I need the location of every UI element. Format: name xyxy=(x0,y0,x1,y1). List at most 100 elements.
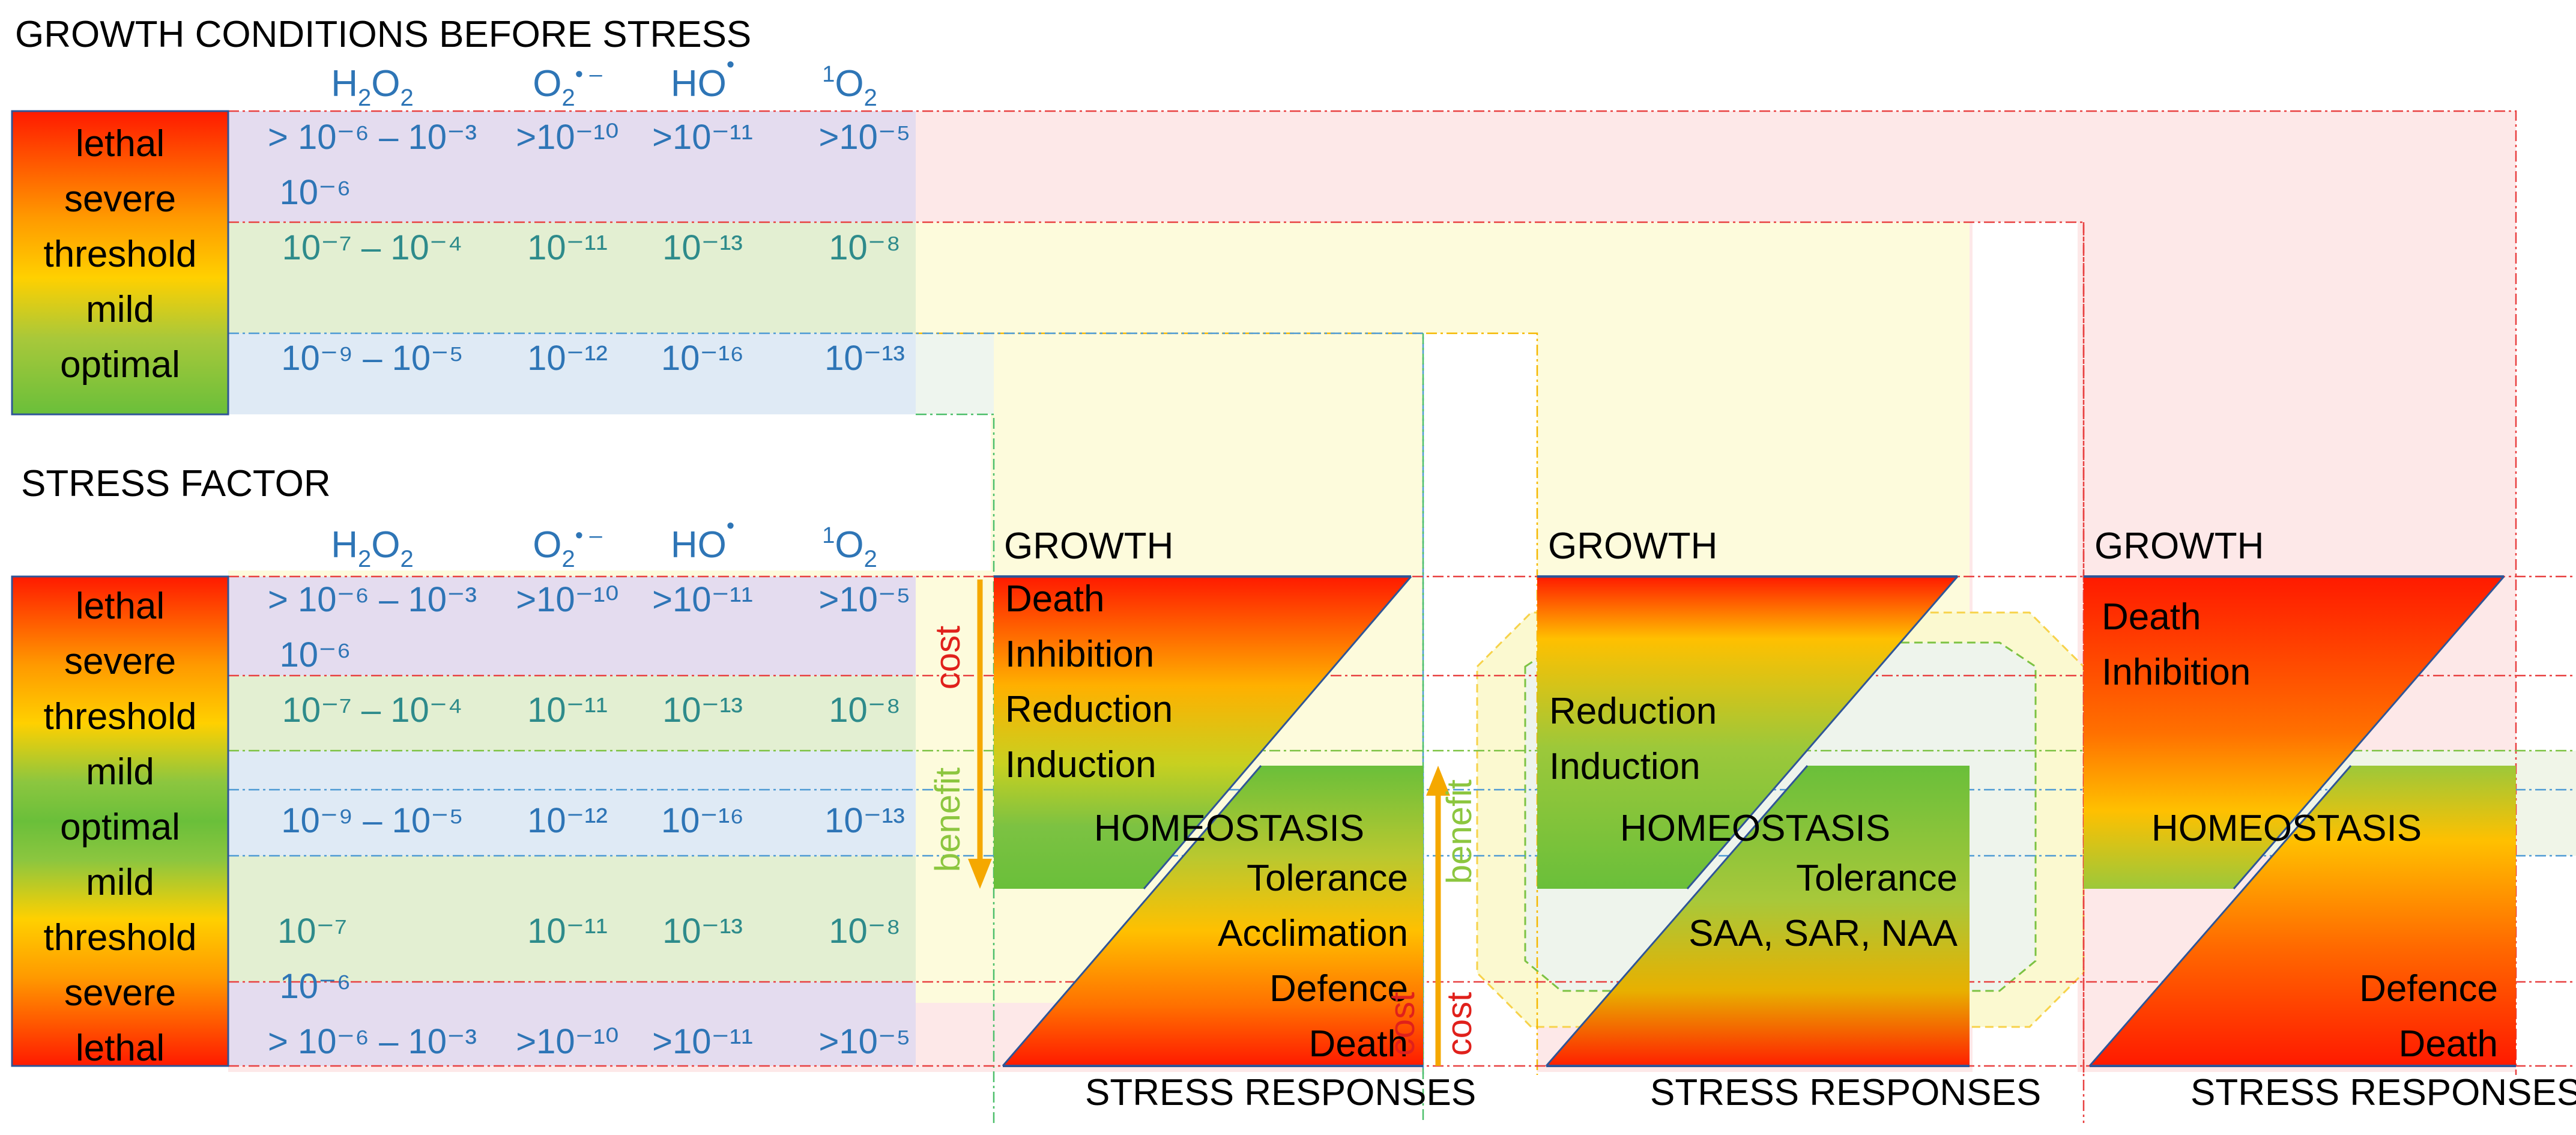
bottom-value-0-2: >10⁻¹¹ xyxy=(652,580,753,619)
species-sub: 2 xyxy=(561,546,575,572)
bottom-value-8-3: >10⁻⁵ xyxy=(818,1022,910,1061)
cost-benefit-arrow-down xyxy=(968,580,992,889)
panel1-growth-shape xyxy=(994,577,1411,889)
top-label-lethal: lethal xyxy=(76,123,165,165)
bottom-species-1: O2• – xyxy=(533,523,602,572)
panel3-growth-item-0: Death xyxy=(2102,596,2201,638)
bottom-value-2-0: 10⁻⁷ – 10⁻⁴ xyxy=(282,691,463,730)
panel3-stress-shape xyxy=(2090,766,2516,1066)
panel1-growth-item-0: Death xyxy=(1005,578,1104,620)
bottom-species-2: HO• xyxy=(671,513,734,566)
bottom-value-2-2: 10⁻¹³ xyxy=(662,691,743,730)
panel1-stress-item-2: Defence xyxy=(1269,968,1408,1009)
bottom-value-0-1: >10⁻¹⁰ xyxy=(516,580,619,619)
species-sub2: 2 xyxy=(864,546,877,572)
panel2-stress-label: STRESS RESPONSES xyxy=(1650,1072,2041,1113)
top-value-4-2: 10⁻¹⁶ xyxy=(661,339,744,378)
species-sup: • – xyxy=(575,62,603,87)
top-value-0-2: >10⁻¹¹ xyxy=(652,118,753,157)
panel1-stress-item-0: Tolerance xyxy=(1247,858,1408,899)
panel2-growth-shape xyxy=(1537,577,1958,889)
panel-texts: GROWTH STRESS RESPONSES HOMEOSTASIS Death In… xyxy=(1004,525,2576,1113)
species-sub: 2 xyxy=(358,546,371,572)
panel1-growth-item-1: Inhibition xyxy=(1005,634,1154,675)
panel1-growth-diagonal xyxy=(1143,576,1412,889)
top-band-threshold xyxy=(228,222,916,333)
bottom-label-severe: severe xyxy=(64,972,176,1014)
species-pre: 1 xyxy=(822,523,835,548)
title-before-stress: GROWTH CONDITIONS BEFORE STRESS xyxy=(15,14,751,55)
panel3-stress-label: STRESS RESPONSES xyxy=(2191,1072,2576,1113)
arrow-down-head xyxy=(968,859,992,889)
panel3-stress-item-0: Defence xyxy=(2359,968,2498,1009)
species-sub: 2 xyxy=(561,85,575,111)
panel2-homeostasis: HOMEOSTASIS xyxy=(1620,808,1890,849)
species-sup: • xyxy=(727,52,734,77)
species-sub: 2 xyxy=(358,85,371,111)
bottom-label-severe: severe xyxy=(64,641,176,682)
species-main: O xyxy=(835,524,863,566)
panel2-stress-item-0: Tolerance xyxy=(1796,858,1958,899)
panel1-growth-item-2: Reduction xyxy=(1005,689,1173,730)
top-species-0: H2O2 xyxy=(331,63,414,111)
species-main: O xyxy=(533,524,561,566)
top-band-optimal-ext xyxy=(916,333,994,414)
top-value-4-1: 10⁻¹² xyxy=(527,339,608,378)
title-stress-factor: STRESS FACTOR xyxy=(21,463,331,504)
top-scale-labels: lethal severe threshold mild optimal xyxy=(43,123,196,386)
panel1-stress-item-1: Acclimation xyxy=(1218,913,1408,954)
species-tail: O xyxy=(371,524,400,566)
species-main: H xyxy=(331,63,358,104)
panel2-growth-item-0: Reduction xyxy=(1549,691,1717,732)
species-main: O xyxy=(835,63,863,104)
species-sub2: 2 xyxy=(401,85,414,111)
bottom-value-6-1: 10⁻¹¹ xyxy=(527,912,608,951)
panel2-stress-item-1: SAA, SAR, NAA xyxy=(1689,913,1958,954)
panel1-growth-item-3: Induction xyxy=(1005,744,1156,785)
bottom-label-optimal: optimal xyxy=(60,807,180,848)
bottom-value-7-0: 10⁻⁶ xyxy=(279,967,351,1006)
bottom-band-threshold-bottom xyxy=(228,856,916,982)
top-value-4-3: 10⁻¹³ xyxy=(824,339,905,378)
bottom-species-0: H2O2 xyxy=(331,524,414,572)
top-label-mild: mild xyxy=(86,289,154,330)
panel1-growth-label: GROWTH xyxy=(1004,525,1173,567)
top-value-0-1: >10⁻¹⁰ xyxy=(516,118,619,157)
bottom-label-mild: mild xyxy=(86,751,154,793)
bottom-value-8-2: >10⁻¹¹ xyxy=(652,1022,753,1061)
bottom-value-6-2: 10⁻¹³ xyxy=(662,912,743,951)
bottom-value-2-3: 10⁻⁸ xyxy=(829,691,901,730)
bottom-color-scale xyxy=(11,575,229,1067)
panel3-growth-diagonal xyxy=(2233,576,2505,889)
panel3-growth-item-1: Inhibition xyxy=(2102,652,2251,693)
bottom-band-severe-top xyxy=(228,577,916,676)
top-value-2-3: 10⁻⁸ xyxy=(829,228,901,267)
top-value-4-0: 10⁻⁹ – 10⁻⁵ xyxy=(281,339,464,378)
species-sup: • – xyxy=(575,523,603,548)
species-sub2: 2 xyxy=(401,546,414,572)
species-main: O xyxy=(533,63,561,104)
bottom-value-4-1: 10⁻¹² xyxy=(527,801,608,840)
guide-optimal-mid xyxy=(916,413,995,1123)
bottom-value-0-0: > 10⁻⁶ – 10⁻³ xyxy=(268,580,477,619)
panel1-stress-item-3: Death xyxy=(1309,1023,1408,1065)
bottom-label-mild: mild xyxy=(86,862,154,903)
bottom-label-threshold: threshold xyxy=(43,917,196,958)
bottom-label-threshold: threshold xyxy=(43,696,196,737)
top-value-2-0: 10⁻⁷ – 10⁻⁴ xyxy=(282,228,463,267)
bottom-species-3: 1O2 xyxy=(822,523,877,572)
panel2-stress-shape xyxy=(1546,766,1970,1066)
panel1-stress-label: STRESS RESPONSES xyxy=(1085,1072,1476,1113)
top-label-threshold: threshold xyxy=(43,234,196,275)
bottom-value-6-3: 10⁻⁸ xyxy=(829,912,901,951)
bottom-value-4-2: 10⁻¹⁶ xyxy=(661,801,744,840)
panel1-stress-diagonal xyxy=(1002,765,1262,1067)
bottom-value-0-3: >10⁻⁵ xyxy=(818,580,910,619)
bottom-value-4-3: 10⁻¹³ xyxy=(824,801,905,840)
top-label-optimal: optimal xyxy=(60,344,180,386)
species-main: H xyxy=(331,524,358,566)
species-tail: O xyxy=(371,63,400,104)
species-header-top: H2O2 O2• – HO• 1O2 xyxy=(331,52,877,111)
